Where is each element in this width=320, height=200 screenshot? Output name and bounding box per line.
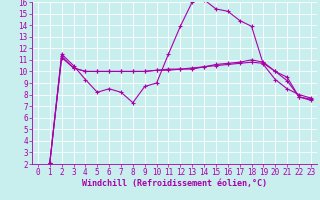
X-axis label: Windchill (Refroidissement éolien,°C): Windchill (Refroidissement éolien,°C)	[82, 179, 267, 188]
